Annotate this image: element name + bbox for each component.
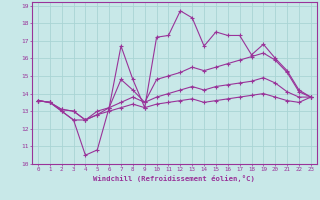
X-axis label: Windchill (Refroidissement éolien,°C): Windchill (Refroidissement éolien,°C) (93, 175, 255, 182)
